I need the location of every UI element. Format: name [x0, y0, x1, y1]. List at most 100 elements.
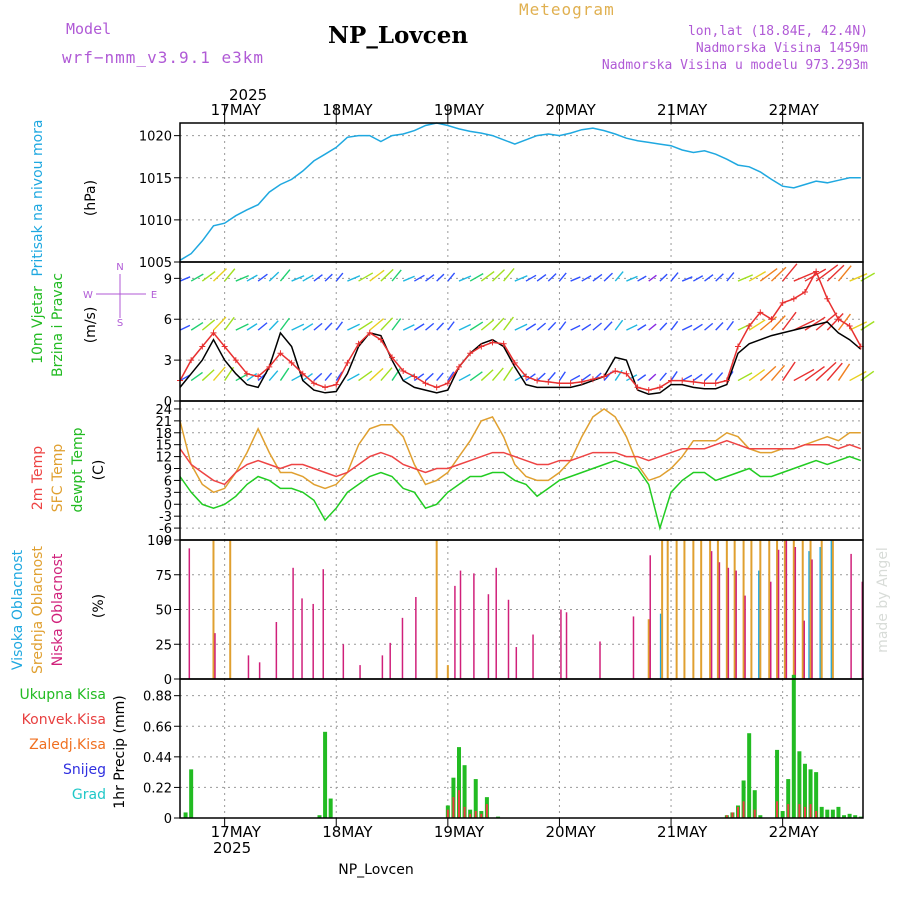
wind-arrow — [458, 275, 472, 282]
wind-arrow — [447, 321, 455, 331]
wind-arrow — [212, 268, 228, 282]
bottom-day-label: 21MAY — [657, 823, 708, 841]
wind-arrow — [503, 366, 514, 381]
wind-arrow — [190, 371, 203, 382]
bottom-day-labels: 17MAY 18MAY 19MAY 20MAY 21MAY 22MAY — [211, 823, 820, 841]
model-altitude-label: Nadmorska Visina u modelu 973.293m — [601, 58, 868, 73]
precip-bar — [458, 790, 461, 818]
wind-speed-marker — [556, 380, 563, 387]
wind-arrow — [570, 324, 581, 331]
frame-layer — [174, 105, 864, 826]
temp-label-1: 2m Temp — [30, 446, 46, 510]
precip-bar — [323, 731, 328, 818]
wind-arrow — [514, 323, 528, 331]
precip-bar — [809, 804, 812, 818]
wind-speed-marker — [522, 373, 529, 380]
wind-arrow — [826, 312, 844, 331]
wind-arrow — [626, 374, 638, 382]
wind-speed-marker — [668, 377, 675, 384]
wind-speed-marker — [243, 370, 250, 377]
wind-arrow — [603, 321, 613, 331]
precip-bar — [457, 747, 462, 818]
wind-arrow — [837, 265, 852, 282]
wind-arrow — [246, 274, 258, 282]
top-year-label: 2025 — [229, 86, 267, 104]
wind-arrow — [614, 271, 624, 282]
wind-arrow — [291, 275, 305, 282]
wind-arrow — [659, 322, 668, 331]
wind-arrow — [536, 273, 547, 282]
legend-convective: Konvek.Kisa — [22, 712, 106, 728]
top-day-label: 19MAY — [434, 101, 485, 119]
precip-bar — [741, 780, 746, 818]
wind-arrow — [558, 371, 566, 381]
precip-bar — [725, 815, 728, 818]
wind-arrow — [514, 275, 528, 282]
wind-arrow — [246, 323, 258, 331]
wind-arrow — [771, 266, 787, 282]
wind-arrow — [458, 323, 472, 331]
wind-arrow — [715, 372, 724, 382]
wind-arrow — [491, 367, 504, 382]
precip-bar — [473, 779, 478, 818]
wind-arrow — [626, 275, 638, 282]
precip-bar — [825, 809, 830, 818]
y-tick-label: 50 — [155, 604, 172, 619]
tick-labels: 10051010101510200369-9-6-303691215182124… — [139, 130, 172, 827]
precip-bar — [798, 804, 801, 818]
y-tick-label: -6 — [159, 522, 172, 537]
precip-bar — [452, 797, 455, 818]
page-title: NP_Lovcen — [328, 22, 469, 49]
meteogram-label: Meteogram — [519, 0, 615, 19]
y-tick-label: 3 — [164, 354, 172, 369]
cloud-label-1: Visoka Oblacnost — [10, 549, 26, 670]
wind-arrow — [726, 272, 735, 282]
wind-arrow — [581, 275, 592, 282]
y-tick-label: 21 — [155, 415, 172, 430]
wind-speed-marker — [578, 378, 585, 385]
precip-bar — [742, 801, 745, 818]
wind-speed-marker — [400, 368, 407, 375]
wind-speed-marker — [277, 350, 284, 357]
bottom-day-label: 19MAY — [434, 823, 485, 841]
wind-arrow — [581, 323, 592, 331]
y-tick-label: 100 — [147, 534, 172, 549]
wind-arrow — [648, 373, 657, 382]
wind-arrow — [358, 272, 374, 282]
wind-arrow — [391, 318, 402, 331]
wind-arrow — [347, 275, 361, 282]
precip-bar — [791, 674, 796, 818]
precip-bar — [462, 765, 467, 818]
wind-arrow — [302, 274, 314, 282]
wind-arrow — [782, 311, 797, 331]
precip-bar — [328, 798, 333, 818]
precip-panel-frame — [179, 678, 864, 819]
wind-arrow — [279, 317, 290, 331]
wind-arrow — [748, 271, 767, 282]
wind-speed-marker — [723, 377, 730, 384]
y-tick-label: 0 — [164, 812, 172, 827]
wind-arrow — [592, 322, 603, 331]
wind-arrow — [592, 273, 603, 282]
wind-arrow — [179, 374, 190, 382]
wind-speed-marker — [589, 376, 596, 383]
model-name: wrf−nmm_v3.9.1 e3km — [62, 48, 265, 67]
y-tick-label: 1020 — [139, 130, 172, 145]
wind-arrow — [179, 324, 191, 331]
wind-arrow — [279, 269, 291, 282]
wind-speed-marker — [210, 329, 217, 336]
wind-arrow — [358, 320, 373, 331]
precip-bar — [183, 812, 188, 818]
wind-speed-marker — [701, 380, 708, 387]
wind-speed-marker — [634, 384, 641, 391]
wind-arrow — [815, 361, 837, 382]
wind-speed-marker — [656, 384, 663, 391]
wind-arrow — [681, 324, 693, 331]
precip-bar — [474, 811, 477, 818]
wind-arrow — [826, 362, 843, 382]
wind-speed-marker — [411, 373, 418, 380]
precip-bar — [830, 809, 835, 818]
wind-arrow — [715, 273, 724, 282]
wind-gust-line — [179, 321, 862, 395]
wind-speed-marker — [545, 378, 552, 385]
